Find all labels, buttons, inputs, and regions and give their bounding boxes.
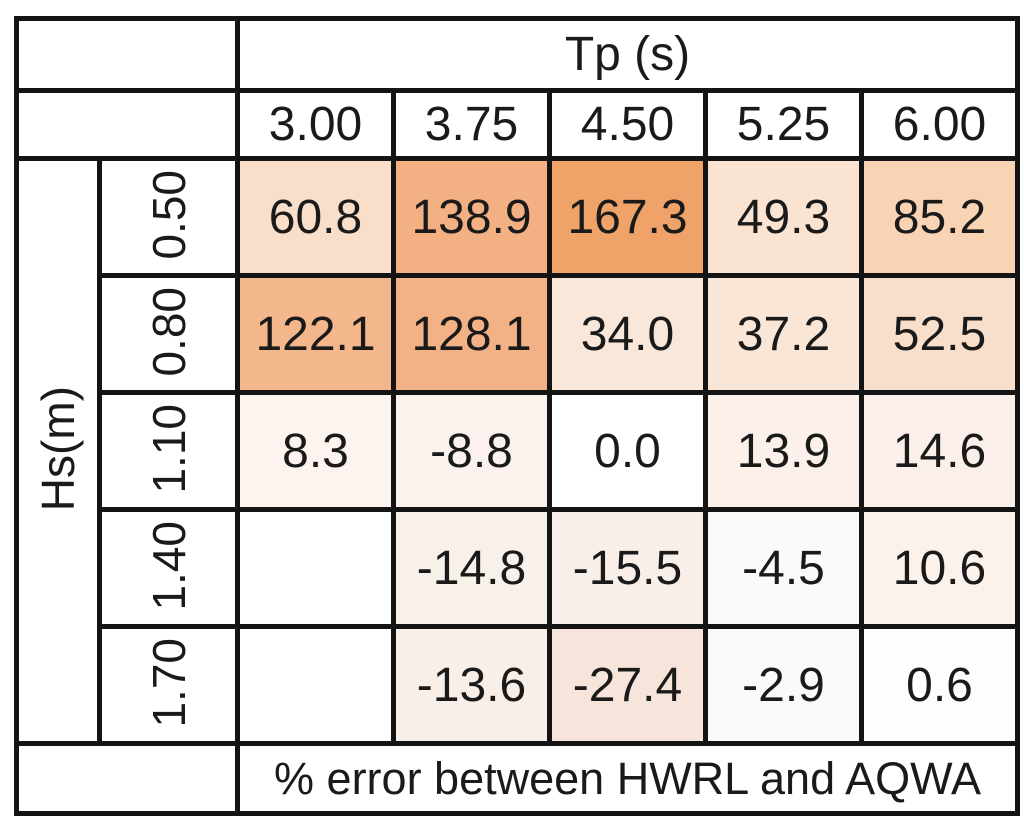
row-header-text: 0.50 (142, 169, 195, 260)
heat-cell: -4.5 (703, 507, 864, 629)
heat-cell: 0.0 (547, 390, 708, 512)
col-axis-title: Tp (s) (235, 16, 1020, 93)
heat-cell: -15.5 (547, 507, 708, 629)
error-heatmap-table: Tp (s) 3.00 3.75 4.50 5.25 6.00 Hs(m) 0.… (14, 16, 1020, 816)
row-axis-title: Hs(m) (14, 156, 102, 746)
heat-cell: 8.3 (235, 390, 396, 512)
heat-cell: -14.8 (391, 507, 552, 629)
row-header-text: 0.80 (142, 286, 195, 377)
heat-cell: 0.6 (859, 624, 1020, 746)
corner-blank (14, 88, 240, 161)
heat-cell: -2.9 (703, 624, 864, 746)
corner-blank (14, 741, 240, 816)
col-header: 5.25 (703, 88, 864, 161)
heat-cell: 167.3 (547, 156, 708, 278)
heat-cell: 85.2 (859, 156, 1020, 278)
heat-cell: 14.6 (859, 390, 1020, 512)
row-header: 1.10 (97, 390, 240, 512)
row-header: 1.70 (97, 624, 240, 746)
row-axis-title-text: Hs(m) (32, 385, 84, 512)
row-header: 0.80 (97, 273, 240, 395)
col-header: 4.50 (547, 88, 708, 161)
heat-cell: 37.2 (703, 273, 864, 395)
heat-cell-empty (235, 624, 396, 746)
heat-cell: 34.0 (547, 273, 708, 395)
col-header: 6.00 (859, 88, 1020, 161)
col-header: 3.75 (391, 88, 552, 161)
row-header: 0.50 (97, 156, 240, 278)
heat-cell: 52.5 (859, 273, 1020, 395)
row-header-text: 1.40 (142, 520, 195, 611)
heat-cell-empty (235, 507, 396, 629)
corner-blank (14, 16, 240, 93)
heat-cell: -27.4 (547, 624, 708, 746)
heat-cell: -13.6 (391, 624, 552, 746)
heat-cell: 13.9 (703, 390, 864, 512)
row-header: 1.40 (97, 507, 240, 629)
figure-caption: % error between HWRL and AQWA (235, 741, 1020, 816)
heat-cell: 138.9 (391, 156, 552, 278)
heat-cell: 10.6 (859, 507, 1020, 629)
heat-cell: 128.1 (391, 273, 552, 395)
heat-cell: 60.8 (235, 156, 396, 278)
heat-cell: 122.1 (235, 273, 396, 395)
heat-cell: -8.8 (391, 390, 552, 512)
col-header: 3.00 (235, 88, 396, 161)
heat-cell: 49.3 (703, 156, 864, 278)
row-header-text: 1.10 (142, 403, 195, 494)
row-header-text: 1.70 (142, 637, 195, 728)
